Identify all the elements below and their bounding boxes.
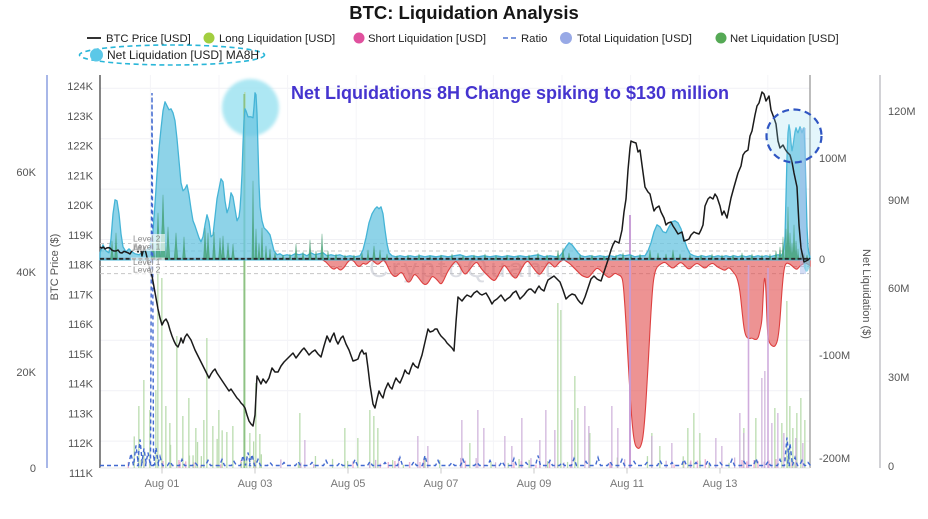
svg-text:Aug 05: Aug 05 [331, 478, 366, 490]
svg-text:118K: 118K [68, 260, 94, 272]
svg-text:Aug 07: Aug 07 [424, 478, 459, 490]
svg-text:115K: 115K [68, 349, 94, 361]
svg-text:0: 0 [30, 463, 36, 475]
svg-text:Level 2: Level 2 [133, 265, 161, 275]
svg-text:Net Liquidations 8H Change spi: Net Liquidations 8H Change spiking to $1… [291, 83, 729, 103]
svg-text:114K: 114K [68, 379, 94, 391]
svg-text:BTC Price [USD]: BTC Price [USD] [106, 33, 191, 45]
svg-text:122K: 122K [67, 141, 93, 153]
svg-text:Level 1: Level 1 [133, 242, 161, 252]
svg-text:Level 1: Level 1 [133, 257, 161, 267]
svg-text:120M: 120M [888, 106, 916, 118]
svg-text:120K: 120K [67, 200, 93, 212]
svg-text:Net Liquidation ($): Net Liquidation ($) [860, 249, 872, 339]
svg-text:Short Liquidation [USD]: Short Liquidation [USD] [368, 33, 486, 45]
svg-text:121K: 121K [67, 170, 93, 182]
svg-text:123K: 123K [67, 111, 93, 123]
svg-text:Aug 03: Aug 03 [238, 478, 273, 490]
svg-text:Net Liquidation [USD] MA8H: Net Liquidation [USD] MA8H [107, 48, 259, 62]
svg-text:30M: 30M [888, 372, 909, 384]
svg-text:Aug 13: Aug 13 [703, 478, 738, 490]
svg-text:111K: 111K [69, 468, 94, 480]
svg-text:BTC: Liquidation Analysis: BTC: Liquidation Analysis [349, 2, 579, 23]
svg-text:Long Liquidation [USD]: Long Liquidation [USD] [219, 33, 335, 45]
svg-text:Net Liquidation [USD]: Net Liquidation [USD] [730, 33, 839, 45]
svg-text:-100M: -100M [819, 350, 850, 362]
svg-text:0: 0 [888, 461, 894, 473]
svg-text:112K: 112K [68, 438, 94, 450]
svg-text:Ratio: Ratio [521, 33, 547, 45]
svg-text:60K: 60K [16, 167, 36, 179]
svg-text:113K: 113K [68, 409, 94, 421]
svg-text:90M: 90M [888, 195, 909, 207]
svg-text:Total Liquidation [USD]: Total Liquidation [USD] [577, 33, 692, 45]
svg-text:116K: 116K [68, 319, 94, 331]
svg-text:119K: 119K [68, 230, 94, 242]
svg-text:-200M: -200M [819, 453, 850, 465]
svg-text:60M: 60M [888, 283, 909, 295]
svg-text:0: 0 [819, 254, 825, 266]
svg-text:124K: 124K [67, 81, 93, 93]
svg-text:Level 2: Level 2 [133, 234, 161, 244]
svg-text:40K: 40K [16, 267, 36, 279]
svg-text:117K: 117K [68, 289, 94, 301]
svg-text:Aug 11: Aug 11 [610, 478, 644, 490]
svg-text:BTC Price ($): BTC Price ($) [49, 234, 61, 301]
svg-text:Aug 01: Aug 01 [145, 478, 180, 490]
svg-text:Aug 09: Aug 09 [517, 478, 552, 490]
svg-text:20K: 20K [16, 367, 36, 379]
svg-text:100M: 100M [819, 153, 847, 165]
